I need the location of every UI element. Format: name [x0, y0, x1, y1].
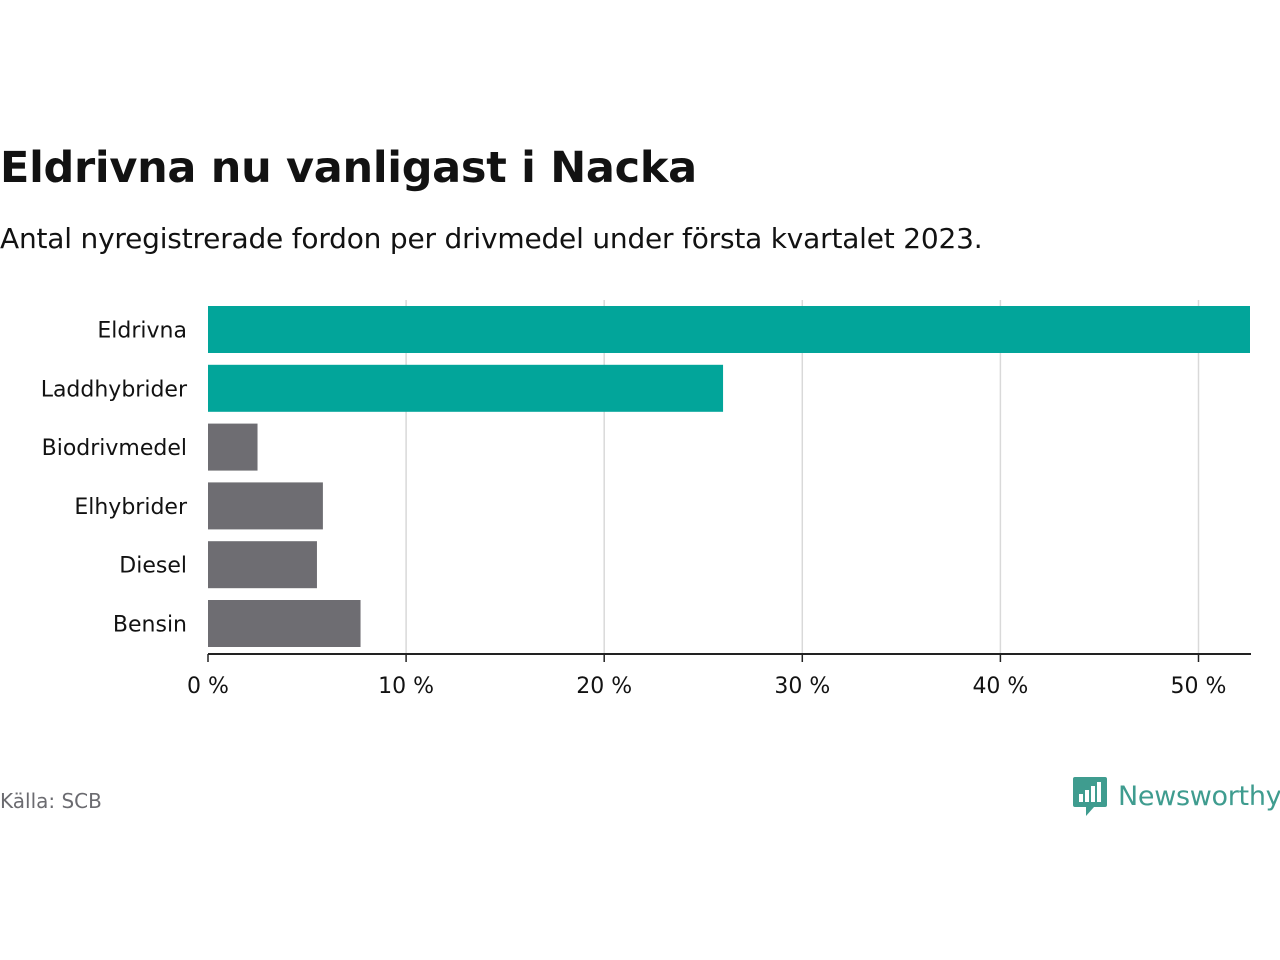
bar-biodrivmedel: [208, 423, 258, 471]
x-tick-label: 30 %: [774, 674, 830, 699]
bar-laddhybrider: [208, 364, 724, 412]
newsworthy-logo-icon: [1073, 777, 1107, 816]
category-label: Eldrivna: [97, 319, 187, 344]
category-label: Elhybrider: [74, 495, 188, 520]
category-label: Bensin: [113, 613, 187, 638]
category-label: Diesel: [119, 554, 187, 579]
gridlines: [405, 300, 1200, 654]
bar-diesel: [208, 541, 317, 589]
category-label: Biodrivmedel: [42, 436, 187, 461]
bar-bensin: [208, 600, 361, 647]
x-tick-label: 50 %: [1171, 674, 1227, 699]
brand-logo: Newsworthy: [1072, 774, 1280, 818]
bar-elhybrider: [208, 482, 323, 530]
x-tick-label: 40 %: [972, 674, 1028, 699]
category-labels: Eldrivna Laddhybrider Biodrivmedel Elhybrid…: [41, 319, 188, 638]
x-axis: 0 % 10 % 20 % 30 % 40 % 50 %: [187, 653, 1251, 699]
chart-title: Eldrivna nu vanligast i Nacka: [0, 143, 697, 193]
x-tick-label: 0 %: [187, 674, 229, 699]
brand-name: Newsworthy: [1118, 780, 1280, 812]
x-tick-label: 10 %: [378, 674, 434, 699]
x-tick-label: 20 %: [576, 674, 632, 699]
source-note: Källa: SCB: [0, 789, 102, 813]
bar-chart: Eldrivna Laddhybrider Biodrivmedel Elhybrid…: [41, 300, 1251, 699]
category-label: Laddhybrider: [41, 377, 188, 402]
bars: [208, 306, 1250, 647]
chart-subtitle: Antal nyregistrerade fordon per drivmede…: [0, 222, 983, 255]
bar-eldrivna: [208, 306, 1250, 353]
